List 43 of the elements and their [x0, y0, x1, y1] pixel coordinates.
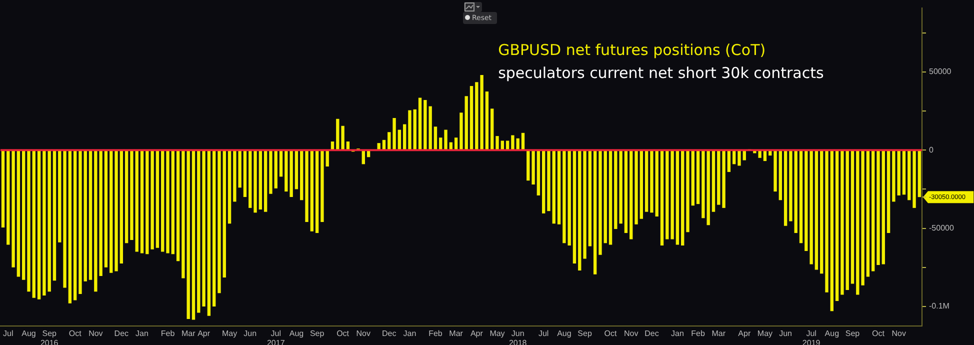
x-tick-label: Apr — [198, 329, 210, 338]
x-tick-label: Jul — [3, 329, 14, 338]
x-tick-label: Oct — [604, 329, 618, 338]
x-tick-label: Feb — [428, 329, 443, 338]
x-tick-label: Aug — [289, 329, 304, 338]
x-tick-label: Jan — [136, 329, 148, 338]
x-tick-label: Jan — [670, 329, 684, 338]
x-tick-label: Aug — [22, 329, 36, 338]
x-tick-label: Dec — [382, 329, 396, 338]
x-tick-label: Sep — [845, 329, 860, 338]
x-tick-label: Mar — [712, 329, 726, 338]
text: GBPUSD net futures positions (CoT) — [498, 41, 766, 59]
x-tick-label: Feb — [160, 329, 176, 338]
x-tick-label: Aug — [557, 329, 572, 338]
x-tick-label: Jul — [538, 329, 549, 338]
x-tick-label: May — [490, 329, 505, 338]
x-tick-label: Mar — [181, 329, 196, 338]
x-tick-label: Nov — [624, 329, 638, 338]
x-tick-label: Oct — [68, 329, 82, 338]
x-tick-label: Apr — [738, 329, 751, 338]
x-tick-label: Dec — [644, 329, 659, 338]
x-tick-label: Feb — [691, 329, 706, 338]
x-tick-label: Jun — [244, 329, 257, 338]
x-tick-label: Oct — [872, 329, 886, 338]
text: speculators current net short 30k contracts — [498, 64, 824, 82]
x-tick-label: Dec — [114, 329, 129, 338]
x-tick-label: Sep — [578, 329, 592, 338]
x-tick-label: Oct — [336, 329, 350, 338]
x-tick-label: Mar — [449, 329, 464, 338]
x-tick-label: Aug — [824, 329, 840, 338]
x-tick-label: Sep — [310, 329, 325, 338]
x-tick-label: May — [222, 329, 238, 338]
x-tick-label: Nov — [88, 329, 103, 338]
x-tick-label: Nov — [356, 329, 371, 338]
y-tick-label: 0 — [929, 145, 934, 154]
y-tick-label: 50000 — [929, 67, 952, 76]
y-tick-label: -0.1M — [929, 302, 950, 311]
x-tick-label: Nov — [892, 329, 906, 338]
x-tick-label: May — [757, 329, 773, 338]
y-tick-label: -50000 — [929, 223, 954, 232]
x-tick-label: Jun — [779, 329, 792, 338]
x-tick-label: Apr — [470, 329, 484, 338]
x-tick-label: Jan — [403, 329, 416, 338]
